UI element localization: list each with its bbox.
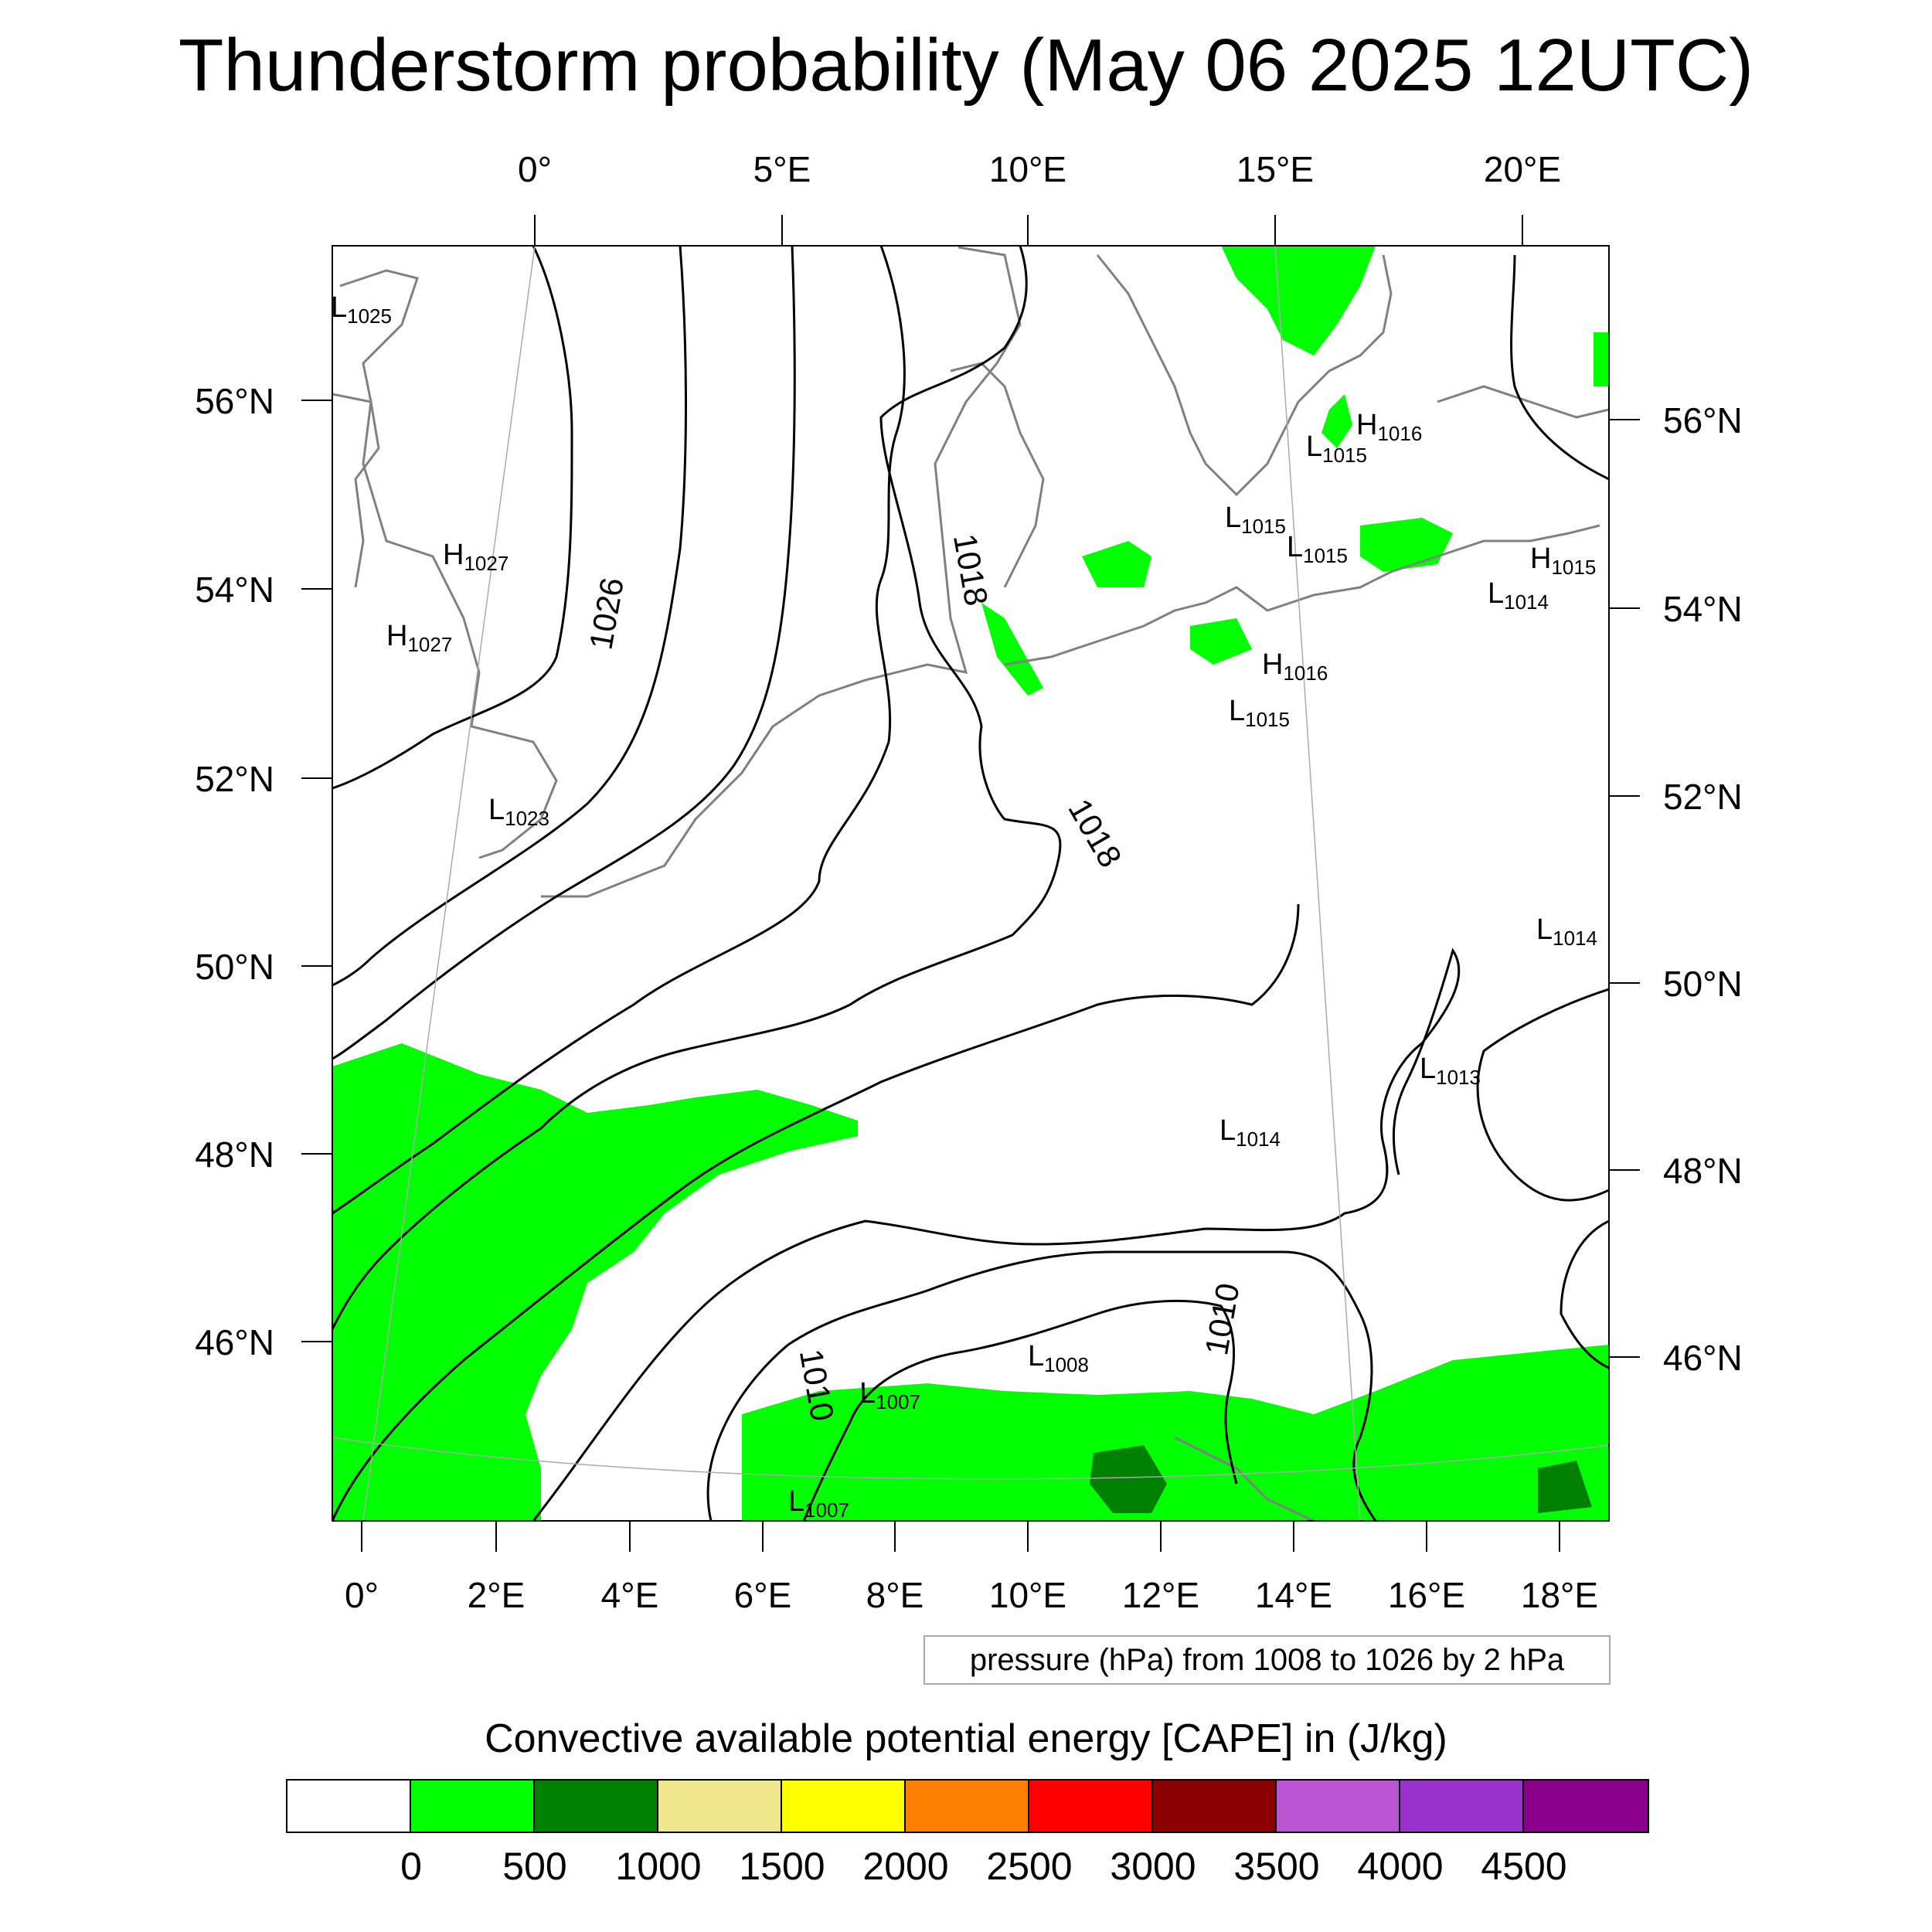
- left-lat-label: 52°N: [195, 759, 274, 799]
- colorbar-tick-label: 4000: [1357, 1844, 1443, 1889]
- colorbar-tick-label: 3000: [1110, 1844, 1196, 1889]
- contour-label: 1026: [582, 575, 631, 652]
- pressure-center-label: L1014: [1488, 577, 1549, 614]
- cape-area-germany-streak: [981, 603, 1043, 696]
- coastline-gulf-finland: [1437, 386, 1609, 417]
- pressure-center-label: L1014: [1219, 1114, 1281, 1151]
- colorbar-swatch: [287, 1781, 411, 1832]
- cape-area-north: [1321, 394, 1352, 448]
- colorbar-swatch: [535, 1781, 658, 1832]
- bottom-lon-label: 0°: [345, 1575, 379, 1615]
- left-lat-label: 48°N: [195, 1134, 274, 1175]
- top-axis: 0° 5°E 10°E 15°E 20°E: [518, 149, 1561, 246]
- contour-label: 1018: [947, 531, 995, 608]
- bottom-lon-label: 14°E: [1255, 1575, 1332, 1615]
- top-lon-label: 20°E: [1484, 149, 1561, 189]
- cape-area-alps: [742, 1345, 1609, 1521]
- cape-area-scandinavia: [1221, 246, 1376, 355]
- pressure-contour-note: pressure (hPa) from 1008 to 1026 by 2 hP…: [923, 1635, 1611, 1685]
- colorbar-tick-label: 4500: [1481, 1844, 1566, 1889]
- colorbar-swatch: [1400, 1781, 1524, 1832]
- pressure-center-label: L1014: [1536, 913, 1597, 950]
- top-lon-label: 5°E: [753, 149, 811, 189]
- bottom-lon-label: 8°E: [866, 1575, 924, 1615]
- left-lat-label: 46°N: [195, 1322, 274, 1362]
- pressure-center-label: L1023: [488, 794, 549, 830]
- colorbar-tick-label: 2000: [862, 1844, 948, 1889]
- colorbar-tick-label: 3500: [1233, 1844, 1319, 1889]
- colorbar-swatch: [906, 1781, 1029, 1832]
- colorbar-swatch: [411, 1781, 535, 1832]
- colorbar-swatch: [1029, 1781, 1153, 1832]
- colorbar-tick-label: 1000: [615, 1844, 701, 1889]
- colorbar-tick-label: 500: [502, 1844, 566, 1889]
- bottom-lon-label: 16°E: [1388, 1575, 1465, 1615]
- colorbar-title: Convective available potential energy [C…: [0, 1716, 1932, 1762]
- cape-area-east-edge: [1594, 332, 1609, 386]
- pressure-center-label: L1015: [1287, 531, 1348, 567]
- isobar-1024: [332, 246, 686, 985]
- bottom-lon-label: 10°E: [989, 1575, 1066, 1615]
- colorbar-swatch: [782, 1781, 906, 1832]
- pressure-center-label: L1015: [1225, 502, 1286, 538]
- pressure-center-label: L1008: [1028, 1340, 1089, 1376]
- colorbar-tick-label: 0: [400, 1844, 422, 1889]
- bottom-lon-label: 12°E: [1122, 1575, 1199, 1615]
- cape-area-poland: [1190, 618, 1252, 665]
- cape-area-denmark: [1082, 541, 1151, 587]
- cape-area-baltic: [1360, 518, 1453, 572]
- contour-label: 1018: [1061, 793, 1128, 873]
- isobar-east: [1478, 989, 1609, 1200]
- top-lon-label: 15°E: [1236, 149, 1314, 189]
- pressure-center-label: H1027: [443, 539, 509, 575]
- right-lat-label: 52°N: [1663, 777, 1743, 817]
- left-axis: 56°N 54°N 52°N 50°N 48°N 46°N: [195, 381, 332, 1362]
- left-lat-label: 56°N: [195, 381, 274, 421]
- colorbar-tick-label: 1500: [739, 1844, 825, 1889]
- right-lat-label: 48°N: [1663, 1151, 1743, 1191]
- left-lat-label: 50°N: [195, 947, 274, 987]
- pressure-center-label: L1013: [1420, 1053, 1481, 1089]
- bottom-lon-label: 2°E: [468, 1575, 526, 1615]
- contour-label: 1010: [1198, 1281, 1247, 1358]
- right-lat-label: 54°N: [1663, 589, 1743, 629]
- pressure-center-label: L1015: [1229, 695, 1290, 731]
- colorbar-tick-label: 2500: [986, 1844, 1072, 1889]
- top-lon-label: 0°: [518, 149, 552, 189]
- left-lat-label: 54°N: [195, 570, 274, 610]
- cape-colorbar: [286, 1779, 1649, 1833]
- pressure-center-label: H1016: [1356, 409, 1422, 445]
- pressure-center-label: L1025: [331, 291, 392, 328]
- bottom-lon-label: 6°E: [734, 1575, 792, 1615]
- top-lon-label: 10°E: [989, 149, 1066, 189]
- colorbar-swatch: [1524, 1781, 1648, 1832]
- right-axis: 56°N 54°N 52°N 50°N 48°N 46°N: [1609, 400, 1743, 1378]
- pressure-center-label: L1007: [859, 1377, 920, 1413]
- right-lat-label: 46°N: [1663, 1338, 1743, 1378]
- colorbar-swatch: [1153, 1781, 1277, 1832]
- bottom-axis: 0° 2°E 4°E 6°E 8°E 10°E 12°E 14°E 16°E 1…: [345, 1521, 1598, 1615]
- contour-label-group: 1026 1018 1018 1010 1010: [582, 531, 1246, 1423]
- pressure-center-label: H1015: [1530, 543, 1596, 579]
- right-lat-label: 50°N: [1663, 964, 1743, 1004]
- pressure-center-label: H1016: [1262, 648, 1328, 685]
- coastline-continent-north: [541, 247, 1020, 896]
- bottom-lon-label: 18°E: [1521, 1575, 1598, 1615]
- isobar-1022: [332, 246, 794, 1059]
- colorbar-swatch: [1277, 1781, 1400, 1832]
- pressure-center-label: H1027: [386, 620, 452, 656]
- right-lat-label: 56°N: [1663, 400, 1743, 440]
- colorbar-swatch: [658, 1781, 782, 1832]
- bottom-lon-label: 4°E: [601, 1575, 659, 1615]
